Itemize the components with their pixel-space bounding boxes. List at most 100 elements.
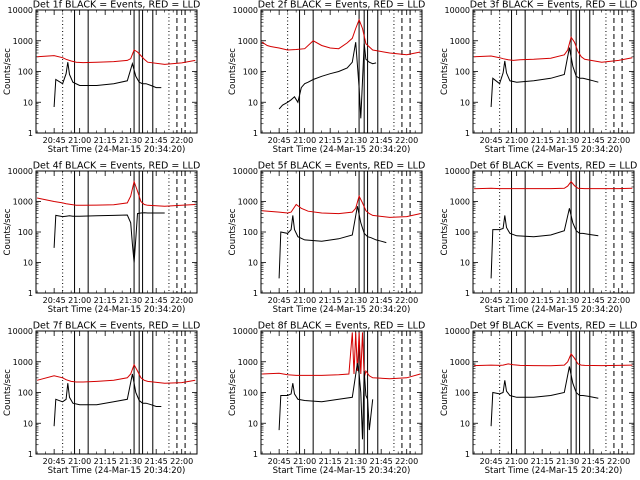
y-tick-label: 1000 xyxy=(13,358,33,367)
panel-4: Det 4f BLACK = Events, RED = LLD 1 10 100 10… xyxy=(3,161,200,316)
x-tick-label: 22:00 xyxy=(395,296,418,305)
x-axis-label: Start Time (24-Mar-15 20:34:20) xyxy=(48,305,186,315)
panel-plot-area xyxy=(474,331,633,454)
panel-2: Det 2f BLACK = Events, RED = LLD 1 10 100 10… xyxy=(228,0,425,155)
x-tick-label: 21:15 xyxy=(94,457,117,466)
panel-frame xyxy=(472,330,635,455)
panel-frame xyxy=(260,170,423,294)
y-tick-label: 10 xyxy=(248,98,258,107)
panel-plot-area xyxy=(37,10,196,133)
y-tick-label: 10000 xyxy=(8,6,33,15)
x-tick-label: 21:30 xyxy=(119,457,142,466)
y-tick-label: 100 xyxy=(455,228,470,237)
panel-frame xyxy=(260,330,423,455)
events-series-line xyxy=(490,47,599,108)
lld-series-line xyxy=(36,363,196,384)
y-tick-label: 10 xyxy=(248,419,258,428)
x-tick-label: 21:30 xyxy=(344,457,367,466)
y-axis-label: Counts/sec xyxy=(3,208,13,255)
x-tick-label: 21:00 xyxy=(293,296,316,305)
x-tick-label: 21:15 xyxy=(531,136,554,145)
y-tick-label: 10 xyxy=(248,259,258,268)
events-series-line xyxy=(490,366,599,427)
panel-1: Det 1f BLACK = Events, RED = LLD 1 10 100 10… xyxy=(3,0,200,155)
y-tick-label: 10 xyxy=(460,98,470,107)
panel-title: Det 1f BLACK = Events, RED = LLD xyxy=(33,0,201,11)
lld-series-line xyxy=(36,179,196,207)
y-tick-label: 10000 xyxy=(8,167,33,176)
y-tick-label: 100 xyxy=(455,68,470,77)
x-tick-label: 22:00 xyxy=(607,136,630,145)
x-axis-label: Start Time (24-Mar-15 20:34:20) xyxy=(273,305,411,315)
lld-series-line xyxy=(262,194,421,218)
x-tick-label: 21:45 xyxy=(582,136,605,145)
y-tick-label: 1 xyxy=(465,129,470,138)
panel-title: Det 2f BLACK = Events, RED = LLD xyxy=(258,0,426,11)
panel-frame xyxy=(35,330,198,455)
lld-series-line xyxy=(474,352,633,367)
x-axis-label: Start Time (24-Mar-15 20:34:20) xyxy=(485,145,623,155)
y-tick-label: 1 xyxy=(253,129,258,138)
y-axis-label: Counts/sec xyxy=(228,208,238,255)
x-tick-label: 21:30 xyxy=(556,296,579,305)
y-tick-label: 1 xyxy=(465,289,470,298)
y-tick-label: 1000 xyxy=(13,198,33,207)
x-tick-label: 21:00 xyxy=(505,136,528,145)
panel-frame xyxy=(260,9,423,134)
y-axis-label: Counts/sec xyxy=(3,369,13,416)
x-tick-label: 22:00 xyxy=(170,457,193,466)
y-tick-label: 10 xyxy=(23,98,33,107)
x-axis-label: Start Time (24-Mar-15 20:34:20) xyxy=(273,466,411,476)
x-tick-label: 22:00 xyxy=(607,296,630,305)
y-tick-label: 10000 xyxy=(8,327,33,336)
x-tick-label: 21:00 xyxy=(68,136,91,145)
panel-8: Det 8f BLACK = Events, RED = LLD 1 10 100 10… xyxy=(228,321,425,477)
y-tick-label: 100 xyxy=(18,389,33,398)
events-series-line xyxy=(53,212,165,263)
panel-frame xyxy=(35,170,198,294)
lld-series-line xyxy=(474,180,633,190)
x-tick-label: 21:15 xyxy=(319,296,342,305)
panel-frame xyxy=(472,170,635,294)
panel-title: Det 5f BLACK = Events, RED = LLD xyxy=(258,161,426,172)
y-axis-label: Counts/sec xyxy=(440,208,450,255)
x-tick-label: 21:15 xyxy=(94,136,117,145)
events-series-line xyxy=(490,208,599,279)
x-axis-label: Start Time (24-Mar-15 20:34:20) xyxy=(48,466,186,476)
x-tick-label: 20:45 xyxy=(268,296,291,305)
x-tick-label: 21:45 xyxy=(145,296,168,305)
y-tick-label: 1 xyxy=(253,289,258,298)
x-tick-label: 22:00 xyxy=(395,136,418,145)
panel-plot-area xyxy=(262,331,421,454)
panel-5: Det 5f BLACK = Events, RED = LLD 1 10 100 10… xyxy=(228,161,425,316)
x-tick-label: 20:45 xyxy=(268,457,291,466)
x-tick-label: 21:15 xyxy=(94,296,117,305)
panel-title: Det 9f BLACK = Events, RED = LLD xyxy=(470,321,638,332)
y-tick-label: 10000 xyxy=(445,327,470,336)
x-tick-label: 21:45 xyxy=(370,136,393,145)
lld-series-line xyxy=(37,49,196,65)
x-tick-label: 20:45 xyxy=(43,136,66,145)
events-series-line xyxy=(278,363,374,440)
panel-plot-area xyxy=(262,171,421,293)
y-axis-label: Counts/sec xyxy=(228,369,238,416)
panel-plot-area xyxy=(261,10,421,133)
x-axis-label: Start Time (24-Mar-15 20:34:20) xyxy=(485,466,623,476)
x-tick-label: 21:45 xyxy=(582,296,605,305)
x-tick-label: 21:30 xyxy=(556,457,579,466)
y-tick-label: 1000 xyxy=(238,198,258,207)
x-tick-label: 21:30 xyxy=(344,296,367,305)
y-tick-label: 1000 xyxy=(13,37,33,46)
events-series-line xyxy=(278,42,377,119)
y-tick-label: 100 xyxy=(243,228,258,237)
x-tick-label: 21:45 xyxy=(582,457,605,466)
x-tick-label: 22:00 xyxy=(170,296,193,305)
y-tick-label: 100 xyxy=(18,228,33,237)
panel-title: Det 7f BLACK = Events, RED = LLD xyxy=(33,321,201,332)
panel-plot-area xyxy=(36,171,196,293)
y-tick-label: 1000 xyxy=(238,37,258,46)
y-tick-label: 1 xyxy=(28,129,33,138)
x-tick-label: 21:30 xyxy=(119,296,142,305)
x-tick-label: 20:45 xyxy=(43,296,66,305)
